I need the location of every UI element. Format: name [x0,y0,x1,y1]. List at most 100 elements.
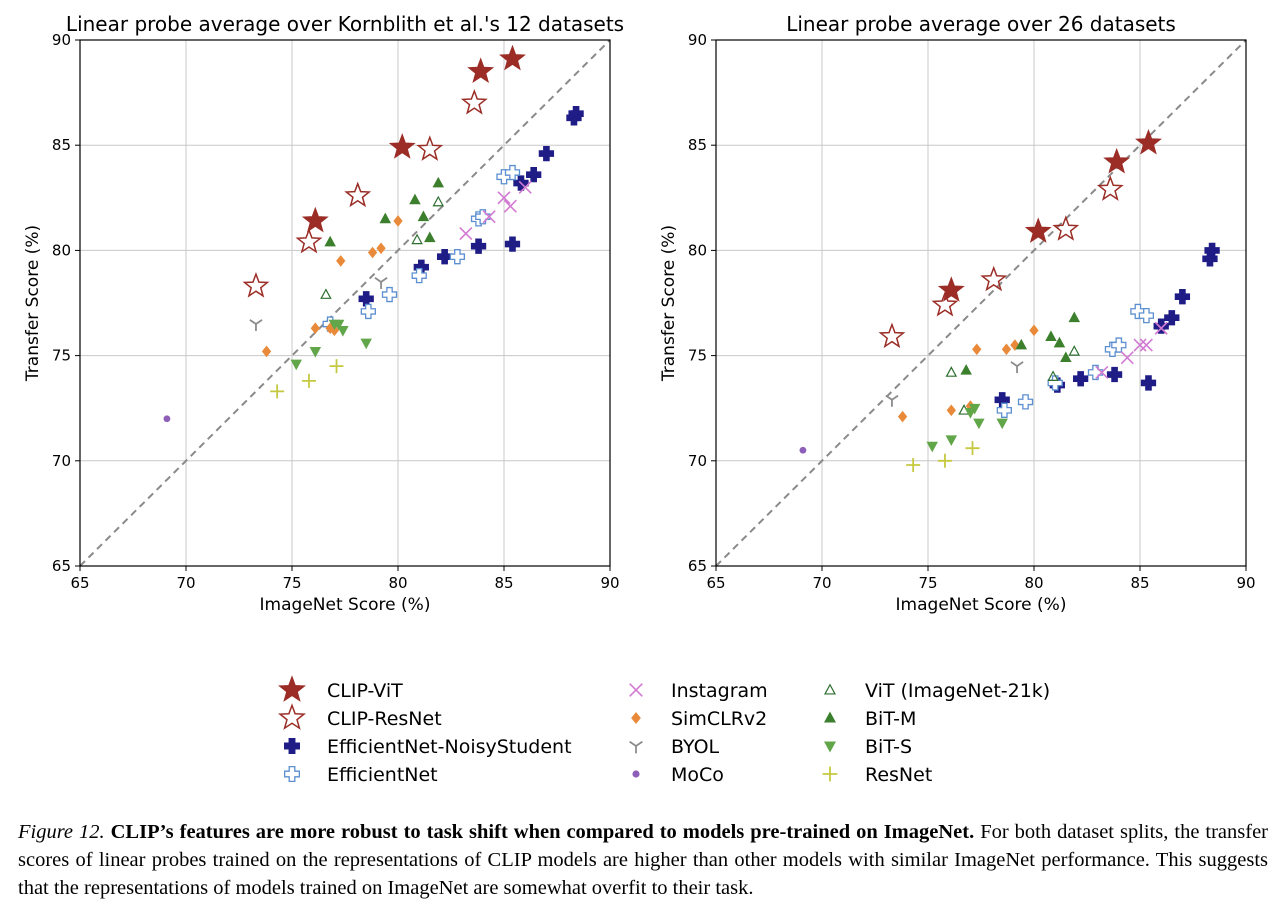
efficientnet-noisystudent-marker [1153,318,1169,334]
bit-s-marker [945,435,958,447]
byol-marker [249,319,263,332]
clip-vit-marker [937,276,965,302]
clip-resnet-marker [931,290,959,317]
clip-resnet-marker [460,88,488,115]
efficientnet-noisystudent-marker [436,249,453,265]
series-clipres [878,175,1124,349]
bit-s-marker [290,359,302,371]
instagram-marker [518,180,532,194]
byol-marker [629,740,643,754]
x-tick-label: 85 [1130,574,1149,592]
legend-label: Instagram [671,680,768,702]
efficientnet-noisystudent-marker [538,145,555,162]
caption-text: For both dataset splits, the transfer sc… [18,821,1268,899]
series-bitm [324,176,445,247]
x-tick-label: 65 [70,574,89,592]
series-effns [358,105,584,307]
efficientnet-noisystudent-marker [1164,310,1180,326]
bit-m-marker [960,364,972,375]
legend-item-resnet: ResNet [822,764,932,786]
series-bitm [960,311,1081,375]
resnet-marker [329,359,344,374]
legend-label: SimCLRv2 [671,708,767,730]
x-tick-label: 80 [388,574,407,592]
reference-diagonal [715,39,1247,567]
efficientnet-noisystudent-marker [470,238,487,254]
simclrv2-marker [631,711,641,725]
series-moco [799,446,807,454]
instagram-marker [497,191,511,205]
series-clipvit [301,44,526,233]
resnet-marker [965,441,980,456]
simclrv2-marker [261,345,272,358]
clip-resnet-marker [344,181,372,208]
efficientnet-marker [381,286,398,303]
efficientnet-noisystudent-marker [526,167,542,183]
legend-label: BiT-S [865,736,912,758]
simclrv2-marker [393,215,403,227]
legend-item-moco: MoCo [632,764,724,786]
y-tick-label: 80 [688,241,707,259]
data-points [163,44,584,423]
efficientnet-marker [449,249,466,265]
y-tick-label: 70 [688,452,707,470]
y-tick-label: 75 [52,347,71,365]
plot-frame [715,39,1247,567]
efficientnet-marker [504,164,521,181]
clip-resnet-marker [1052,215,1080,241]
chart-title: Linear probe average over 26 datasets [786,12,1176,36]
legend-label: MoCo [671,764,724,786]
y-tick-label: 70 [52,452,71,470]
bit-s-marker [996,418,1008,430]
legend-item-clipres: CLIP-ResNet [277,703,442,730]
x-tick-label: 70 [176,574,195,592]
bit-s-marker [332,319,345,331]
bit-m-marker [379,212,392,224]
series-eff [322,164,521,332]
vit-marker [432,195,445,207]
series-insta [459,180,532,241]
series-bits [290,319,372,371]
efficientnet-noisystudent-marker [1140,375,1157,391]
legend-label: CLIP-ResNet [327,708,442,730]
x-tick-label: 75 [282,574,301,592]
efficientnet-noisystudent-marker [1174,289,1191,305]
bit-s-marker [337,326,349,337]
x-axis-label: ImageNet Score (%) [896,595,1067,615]
x-tick-label: 70 [812,574,831,592]
legend-item-byol: BYOL [629,736,720,758]
x-tick-label: 75 [918,574,937,592]
instagram-marker [1095,365,1109,379]
x-tick-label: 80 [1024,574,1043,592]
series-bits [926,403,1008,453]
chart-title: Linear probe average over Kornblith et a… [66,12,624,36]
efficientnet-noisystudent-marker [284,738,300,754]
data-points [799,128,1220,473]
efficientnet-marker [1087,364,1104,381]
bit-m-marker [417,210,430,222]
legend-item-vit: ViT (ImageNet-21k) [824,680,1050,702]
clip-vit-marker [1103,147,1131,174]
clip-vit-marker [499,44,526,71]
series-byol [249,277,388,332]
simclrv2-marker [376,242,386,255]
bit-s-marker [973,418,985,430]
bit-m-marker [1068,311,1081,323]
y-tick-label: 90 [688,31,707,49]
bit-m-marker [324,235,336,247]
bit-s-marker [968,403,981,415]
y-axis-label: Transfer Score (%) [23,225,43,382]
byol-marker [374,277,388,289]
clip-vit-marker [1024,217,1052,243]
legend-item-clipvit: CLIP-ViT [277,675,403,702]
simclrv2-marker [367,246,378,259]
series-resnet [270,359,344,399]
y-axis-label: Transfer Score (%) [659,225,679,382]
y-tick-label: 80 [52,241,71,259]
byol-marker [1010,361,1024,374]
simclrv2-marker [946,404,956,417]
series-moco [163,415,171,423]
clip-vit-marker [467,57,495,84]
clip-resnet-marker [416,135,444,161]
